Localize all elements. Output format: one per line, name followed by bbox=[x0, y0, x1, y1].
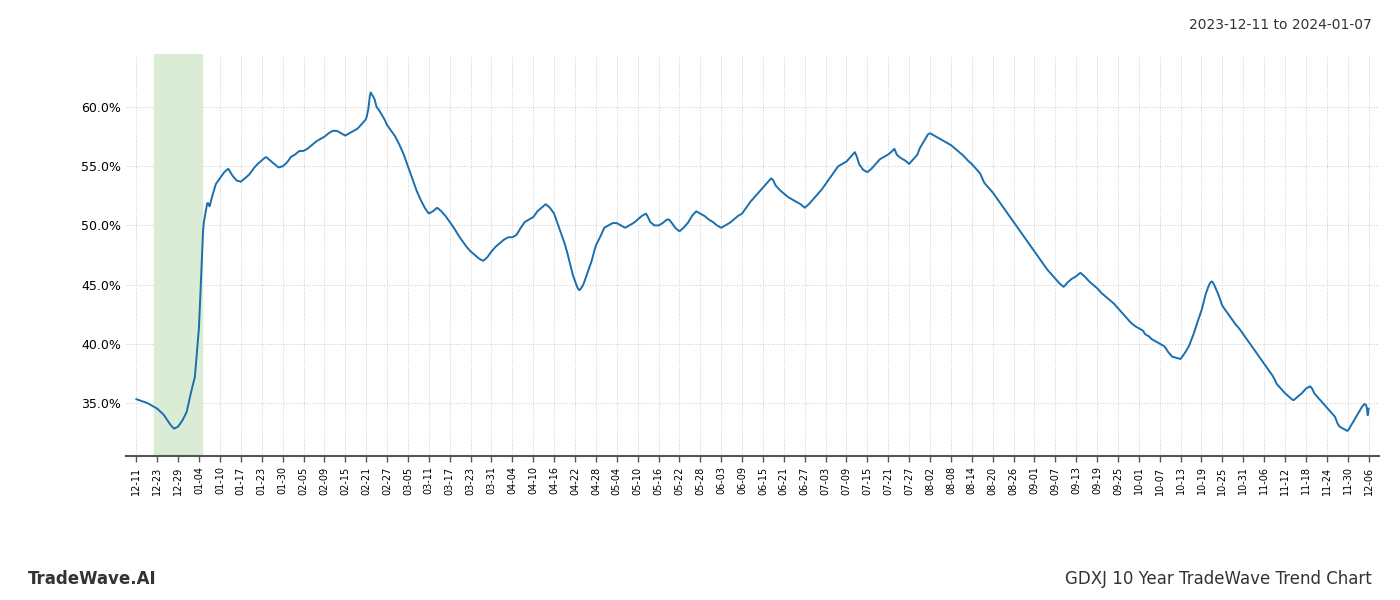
Bar bbox=[154, 54, 202, 456]
Text: GDXJ 10 Year TradeWave Trend Chart: GDXJ 10 Year TradeWave Trend Chart bbox=[1065, 570, 1372, 588]
Text: TradeWave.AI: TradeWave.AI bbox=[28, 570, 157, 588]
Text: 2023-12-11 to 2024-01-07: 2023-12-11 to 2024-01-07 bbox=[1189, 18, 1372, 32]
